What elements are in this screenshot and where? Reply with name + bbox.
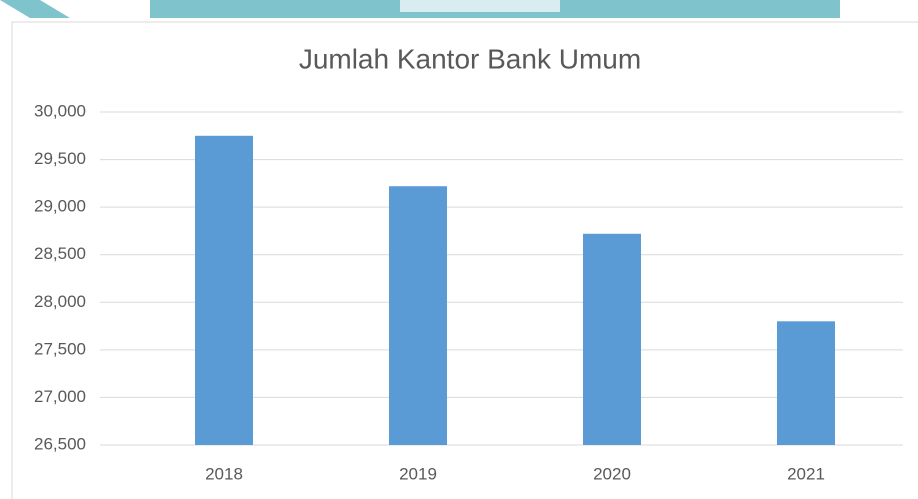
- y-tick-label: 28,000: [34, 292, 86, 311]
- y-tick-label: 27,000: [34, 387, 86, 406]
- x-tick-label: 2021: [787, 464, 825, 483]
- bar: [777, 321, 835, 445]
- y-tick-label: 28,500: [34, 244, 86, 263]
- banner-watermark: [400, 0, 560, 12]
- x-tick-label: 2019: [399, 464, 437, 483]
- y-tick-label: 29,500: [34, 149, 86, 168]
- x-tick-label: 2020: [593, 464, 631, 483]
- y-tick-label: 26,500: [34, 434, 86, 453]
- y-tick-label: 30,000: [34, 101, 86, 120]
- bar: [195, 135, 253, 446]
- y-tick-label: 27,500: [34, 339, 86, 358]
- chart-frame: [11, 21, 918, 499]
- chart-title: Jumlah Kantor Bank Umum: [299, 43, 641, 74]
- bar: [389, 186, 447, 445]
- bar: [583, 233, 641, 445]
- y-tick-label: 29,000: [34, 197, 86, 216]
- banner-decoration: [0, 0, 70, 18]
- x-tick-label: 2018: [205, 464, 243, 483]
